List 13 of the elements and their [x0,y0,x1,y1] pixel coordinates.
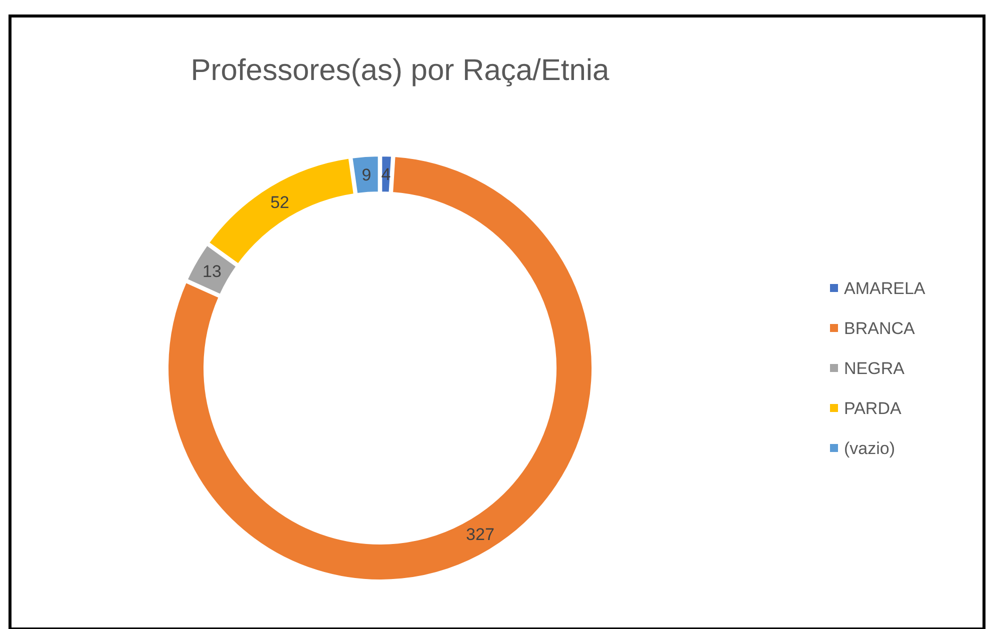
legend-label: AMARELA [844,278,926,298]
donut-slice [186,244,237,295]
chart-title: Professores(as) por Raça/Etnia [190,54,610,87]
donut-slice [208,158,354,264]
legend-label: PARDA [844,398,902,418]
data-label: 13 [202,262,222,281]
donut-slice [352,156,379,194]
data-label: 52 [270,192,290,212]
legend-label: BRANCA [844,318,916,338]
legend-label: NEGRA [844,358,906,378]
data-label: 9 [362,165,372,184]
legend-label: (vazio) [844,438,896,458]
data-label: 327 [466,525,494,544]
